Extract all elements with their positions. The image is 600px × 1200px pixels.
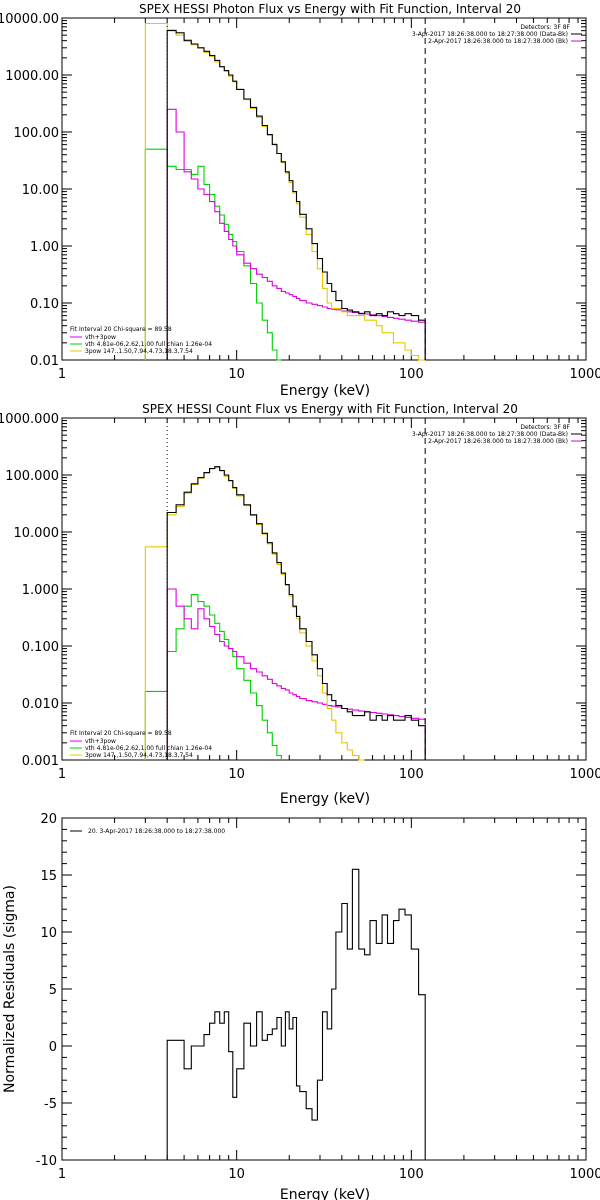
photon-ytick-label: 1000.00 xyxy=(5,69,59,84)
residuals-ytick-label: 20 xyxy=(40,812,57,827)
count-flux-title: SPEX HESSI Count Flux vs Energy with Fit… xyxy=(142,402,518,416)
count-ytick-label: 100.000 xyxy=(5,469,59,484)
legend-fit-interval: Fit Interval 20 Chi-square = 89.58 xyxy=(70,326,172,333)
photon-flux-axis-ticks: 1 10 100 1000 10000.00 1000.00 100.00 10.00 1.00… xyxy=(0,12,600,382)
legend-bk: 2-Apr-2017 18:26:38.000 to 18:27:38.000 … xyxy=(428,438,568,445)
count-xtick-label: 100 xyxy=(399,767,424,782)
photon-flux-panel: SPEX HESSI Photon Flux vs Energy with Fi… xyxy=(0,2,600,399)
count-flux-frame xyxy=(61,417,587,761)
count-flux-panel: SPEX HESSI Count Flux vs Energy with Fit… xyxy=(0,402,600,807)
photon-series-3pow xyxy=(166,108,426,360)
count-flux-legend-tr: Detectors: 3F 8F 3-Apr-2017 18:26:38.000… xyxy=(412,424,582,445)
legend-data-bk: 3-Apr-2017 18:26:38.000 to 18:27:38.000 … xyxy=(412,31,568,38)
count-flux-xlabel: Energy (keV) xyxy=(280,791,370,807)
count-ytick-label: 0.010 xyxy=(22,697,59,712)
residuals-frame xyxy=(61,817,587,1161)
count-series-vth xyxy=(144,593,282,760)
count-xtick-label: 10 xyxy=(228,767,245,782)
residuals-xlabel: Energy (keV) xyxy=(280,1187,370,1200)
legend-fit-interval: Fit Interval 20 Chi-square = 89.58 xyxy=(70,730,172,737)
photon-flux-frame xyxy=(61,17,587,361)
photon-ytick-label: 10000.00 xyxy=(0,12,59,27)
residuals-series xyxy=(166,868,426,1160)
photon-series-vth xyxy=(144,148,282,361)
residuals-xtick-label: 10 xyxy=(228,1167,245,1182)
residuals-ytick-label: -5 xyxy=(44,1097,57,1112)
photon-xtick-label: 1 xyxy=(58,367,66,382)
legend-vth: vth 4.81e-06,2.62,1.00 full chian 1.26e-… xyxy=(85,341,212,348)
residuals-series-line xyxy=(166,868,426,1160)
photon-xtick-label: 100 xyxy=(399,367,424,382)
residuals-ytick-label: -10 xyxy=(36,1154,57,1169)
photon-flux-legend-bl: Fit Interval 20 Chi-square = 89.58 vth+3… xyxy=(70,326,212,355)
residuals-ytick-label: 15 xyxy=(40,869,57,884)
legend-data-bk: 3-Apr-2017 18:26:38.000 to 18:27:38.000 … xyxy=(412,431,568,438)
residuals-xtick-label: 1000 xyxy=(569,1167,600,1182)
photon-ytick-label: 100.00 xyxy=(14,126,60,141)
residuals-ytick-label: 5 xyxy=(49,983,57,998)
count-series-data-bk xyxy=(166,466,426,760)
residuals-axis-ticks: 1 10 100 1000 20 15 10 5 0 -5 -10 xyxy=(36,812,600,1182)
residuals-panel: 1 10 100 1000 20 15 10 5 0 -5 -10 Energy (keV) Nor… xyxy=(2,812,600,1200)
residuals-xtick-label: 100 xyxy=(399,1167,424,1182)
legend-detectors: Detectors: 3F 8F xyxy=(520,424,570,431)
legend-bk: 2-Apr-2017 18:26:38.000 to 18:27:38.000 … xyxy=(428,38,568,45)
photon-xtick-label: 1000 xyxy=(569,367,600,382)
legend-3pow: 3pow 147.,1.50,7.94,4.73,18.3,7.54 xyxy=(85,348,193,355)
photon-series-data-bk xyxy=(166,30,426,360)
photon-flux-title: SPEX HESSI Photon Flux vs Energy with Fi… xyxy=(139,2,521,16)
photon-ytick-label: 10.00 xyxy=(22,183,59,198)
photon-xtick-label: 10 xyxy=(228,367,245,382)
legend-detectors: Detectors: 3F 8F xyxy=(520,24,570,31)
count-ytick-label: 10.000 xyxy=(14,526,60,541)
photon-ytick-label: 0.01 xyxy=(30,354,59,369)
count-ytick-label: 1.000 xyxy=(22,583,59,598)
count-ytick-label: 0.100 xyxy=(22,640,59,655)
photon-flux-series xyxy=(144,18,426,361)
residuals-legend: 20. 3-Apr-2017 18:26:38.000 to 18:27:38.… xyxy=(88,828,225,835)
count-flux-legend-bl: Fit Interval 20 Chi-square = 89.58 vth+3… xyxy=(70,730,212,759)
count-xtick-label: 1000 xyxy=(569,767,600,782)
photon-ytick-label: 1.00 xyxy=(30,240,59,255)
photon-series-vth-3pow xyxy=(144,22,426,361)
residuals-ytick-label: 0 xyxy=(49,1040,57,1055)
count-flux-axis-ticks: 1 10 100 1000 1000.000 100.000 10.000 1.000 0.10… xyxy=(0,412,600,782)
count-series-vth-3pow xyxy=(144,467,365,761)
photon-flux-xlabel: Energy (keV) xyxy=(280,383,370,399)
residuals-ylabel: Normalized Residuals (sigma) xyxy=(2,885,18,1093)
photon-flux-legend-tr: Detectors: 3F 8F 3-Apr-2017 18:26:38.000… xyxy=(412,24,582,45)
residuals-xtick-label: 1 xyxy=(58,1167,66,1182)
legend-vth: vth 4.81e-06,2.62,1.00 full chian 1.26e-… xyxy=(85,745,212,752)
count-xtick-label: 1 xyxy=(58,767,66,782)
count-ytick-label: 0.001 xyxy=(22,754,59,769)
count-flux-series xyxy=(144,418,426,761)
legend-3pow: 3pow 147.,1.50,7.94,4.73,18.3,7.54 xyxy=(85,752,193,759)
legend-vth-3pow: vth+3pow xyxy=(85,738,116,745)
photon-ytick-label: 0.10 xyxy=(30,297,59,312)
count-series-3pow xyxy=(166,588,426,760)
legend-vth-3pow: vth+3pow xyxy=(85,334,116,341)
count-ytick-label: 1000.000 xyxy=(0,412,59,427)
residuals-ytick-label: 10 xyxy=(40,926,57,941)
